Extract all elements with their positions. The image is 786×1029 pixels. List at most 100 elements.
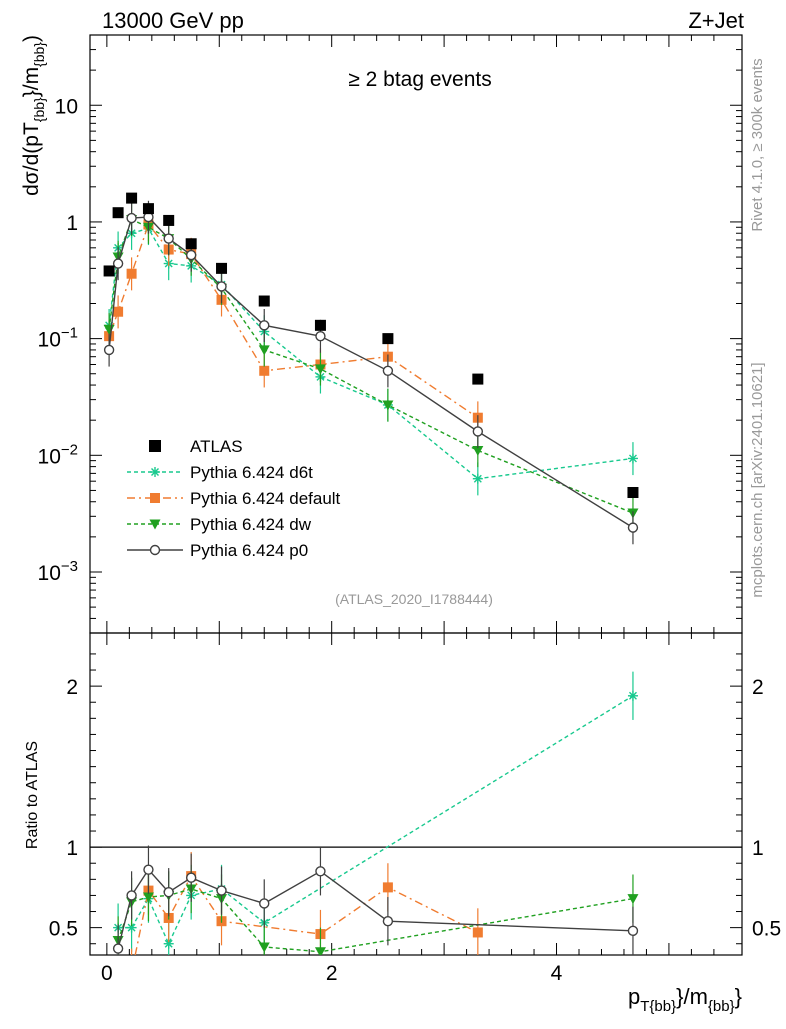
main-plot-frame [89,34,743,634]
y-tick-base: 10 [38,445,61,468]
ratio-series-marker [382,915,394,927]
ratio-series-marker [627,894,639,905]
atlas-data-point [112,207,124,219]
main-series-marker [627,522,639,533]
ratio-series-marker [143,864,154,875]
ratio-series-marker [216,885,227,896]
legend-marker [149,519,161,530]
main-x-axis [106,35,715,633]
atlas-data-point [258,295,270,307]
atlas-data-point [126,192,138,204]
y-tick-exponent: −1 [61,325,78,342]
main-series-line [108,216,634,529]
atlas-data-point [103,265,115,277]
ratio-x-tick-label: 4 [551,962,563,985]
main-series-marker [382,400,394,411]
ratio-series-line [118,695,634,946]
main-series-marker [112,258,124,269]
y-tick-base: 10 [38,562,61,585]
ratio-series-marker [259,898,270,909]
main-series-marker [185,249,197,261]
main-series-marker [126,212,137,224]
atlas-data-point [142,203,154,215]
ratio-y-axis-label: Ratio to ATLAS [24,741,41,849]
main-series-marker [126,268,137,279]
main-y-tick-label: 10−2 [38,441,78,468]
main-panel: ≥ 2 btag events (ATLAS_2020_I1788444) 10… [20,34,743,634]
main-series-marker [472,445,484,456]
legend-marker [149,544,161,556]
rivet-version-label: Rivet 4.1.0, ≥ 300k events [749,58,766,231]
atlas-data-point [472,373,484,385]
ratio-series-marker [472,927,483,938]
legend-marker [150,467,160,477]
x-axis-label: pT{bb}}/m{bb}} [628,984,742,1015]
main-series-marker [627,453,638,464]
ratio-y-axis: 0.5 0.5 1 1 2 2 [49,653,781,945]
legend-label: Pythia 6.424 d6t [190,463,313,482]
ratio-plot-frame [89,632,743,956]
ratio-y-tick-label-right: 1 [752,837,764,860]
ratio-series-line [117,868,633,949]
atlas-data-point [216,262,228,274]
ratio-series-marker [185,872,197,883]
main-series-marker [472,426,484,437]
ratio-y-tick-label: 2 [66,676,78,699]
main-series-marker [314,364,326,375]
legend-label: Pythia 6.424 default [190,489,341,508]
ratio-series-marker [142,892,154,903]
main-series-line [108,223,479,419]
ratio-series-marker [127,968,137,978]
star-stroke [628,691,637,700]
ratio-series-marker [126,890,137,901]
ratio-series-line [117,888,634,953]
ratio-panel: 0.5 0.5 1 1 2 2 0 2 4 Ratio to ATLAS [24,632,781,985]
main-y-tick-label: 10−1 [38,325,78,352]
atlas-data-point [163,214,175,226]
ratio-series-marker [315,866,326,877]
main-series-marker [216,281,227,292]
star-stroke [151,468,159,476]
ratio-series-marker [314,947,326,955]
analysis-watermark: (ATLAS_2020_I1788444) [335,591,493,607]
main-y-tick-label: 10−3 [38,558,78,585]
legend-label: Pythia 6.424 p0 [190,541,308,560]
ratio-series-marker [382,882,393,893]
legend-data-marker [149,440,161,452]
legend: ATLAS Pythia 6.424 d6t Pythia 6.424 defaul… [127,437,341,560]
main-y-axis-label: dσ/d(pT{bb}}/m{bb}) [20,35,47,196]
star-stroke [473,474,482,483]
main-series-marker [472,473,483,484]
main-y-tick-label: 10 [55,95,78,118]
ratio-x-tick-label: 2 [326,962,338,985]
y-tick-base: 10 [38,329,61,352]
atlas-data-point [314,319,326,331]
main-series-marker [103,344,115,356]
main-series-marker [259,320,270,331]
main-series-marker [163,233,174,244]
main-series-group [103,192,639,545]
ratio-series-marker [627,690,638,701]
ratio-y-tick-label-right: 0.5 [752,918,781,941]
y-tick-exponent: −2 [61,441,78,458]
ratio-series-line [134,874,479,955]
main-series-marker [382,365,394,376]
header-energy-label: 13000 GeV pp [102,8,244,33]
main-y-tick-label: 1 [66,212,78,235]
ratio-series-marker [627,925,639,937]
star-stroke [164,939,173,948]
ratio-series-marker [258,942,270,953]
legend-label: ATLAS [190,437,243,456]
ratio-y-tick-label: 1 [66,837,78,860]
atlas-data-point [185,238,197,250]
ratio-x-axis: 0 2 4 [101,633,715,985]
main-series-marker [259,365,270,376]
ratio-series-marker [112,943,124,954]
atlas-data-point [627,486,639,498]
ratio-series-group [112,671,639,978]
ratio-clipped-series [112,671,639,978]
header-process-label: Z+Jet [688,8,744,33]
star-stroke [127,923,136,932]
